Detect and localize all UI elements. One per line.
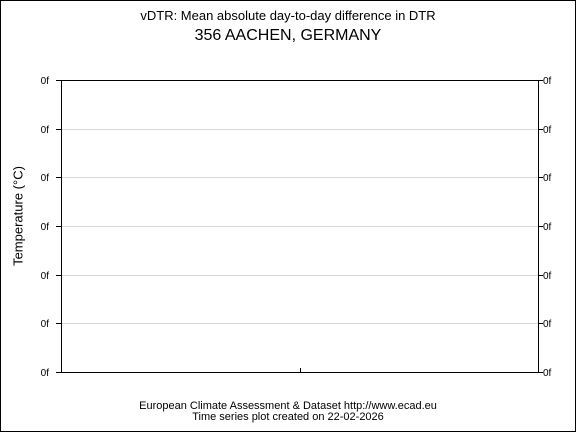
- chart-title: vDTR: Mean absolute day-to-day differenc…: [140, 8, 436, 23]
- y-tick-label-right: 0f: [543, 222, 552, 233]
- y-tick-label-left: 0f: [41, 222, 50, 233]
- y-tick-label-right: 0f: [543, 368, 552, 379]
- y-tick-label-right: 0f: [543, 319, 552, 330]
- tick-labels: 0f 0f 0f 0f 0f 0f 0f 0f 0f 0f 0f 0f 0f 0f: [41, 76, 552, 379]
- y-tick-label-right: 0f: [543, 125, 552, 136]
- footer-source: European Climate Assessment & Dataset ht…: [139, 400, 437, 412]
- y-tick-label-left: 0f: [41, 271, 50, 282]
- chart-subtitle: 356 AACHEN, GERMANY: [194, 27, 382, 44]
- y-tick-label-right: 0f: [543, 271, 552, 282]
- y-tick-label-left: 0f: [41, 319, 50, 330]
- grid-lines: [61, 129, 538, 324]
- y-tick-label-right: 0f: [543, 173, 552, 184]
- axis-ticks: [56, 80, 543, 373]
- y-tick-label-right: 0f: [543, 76, 552, 87]
- y-tick-label-left: 0f: [41, 76, 50, 87]
- y-tick-label-left: 0f: [41, 173, 50, 184]
- y-tick-label-left: 0f: [41, 125, 50, 136]
- y-tick-label-left: 0f: [41, 368, 50, 379]
- footer-created: Time series plot created on 22-02-2026: [192, 411, 384, 423]
